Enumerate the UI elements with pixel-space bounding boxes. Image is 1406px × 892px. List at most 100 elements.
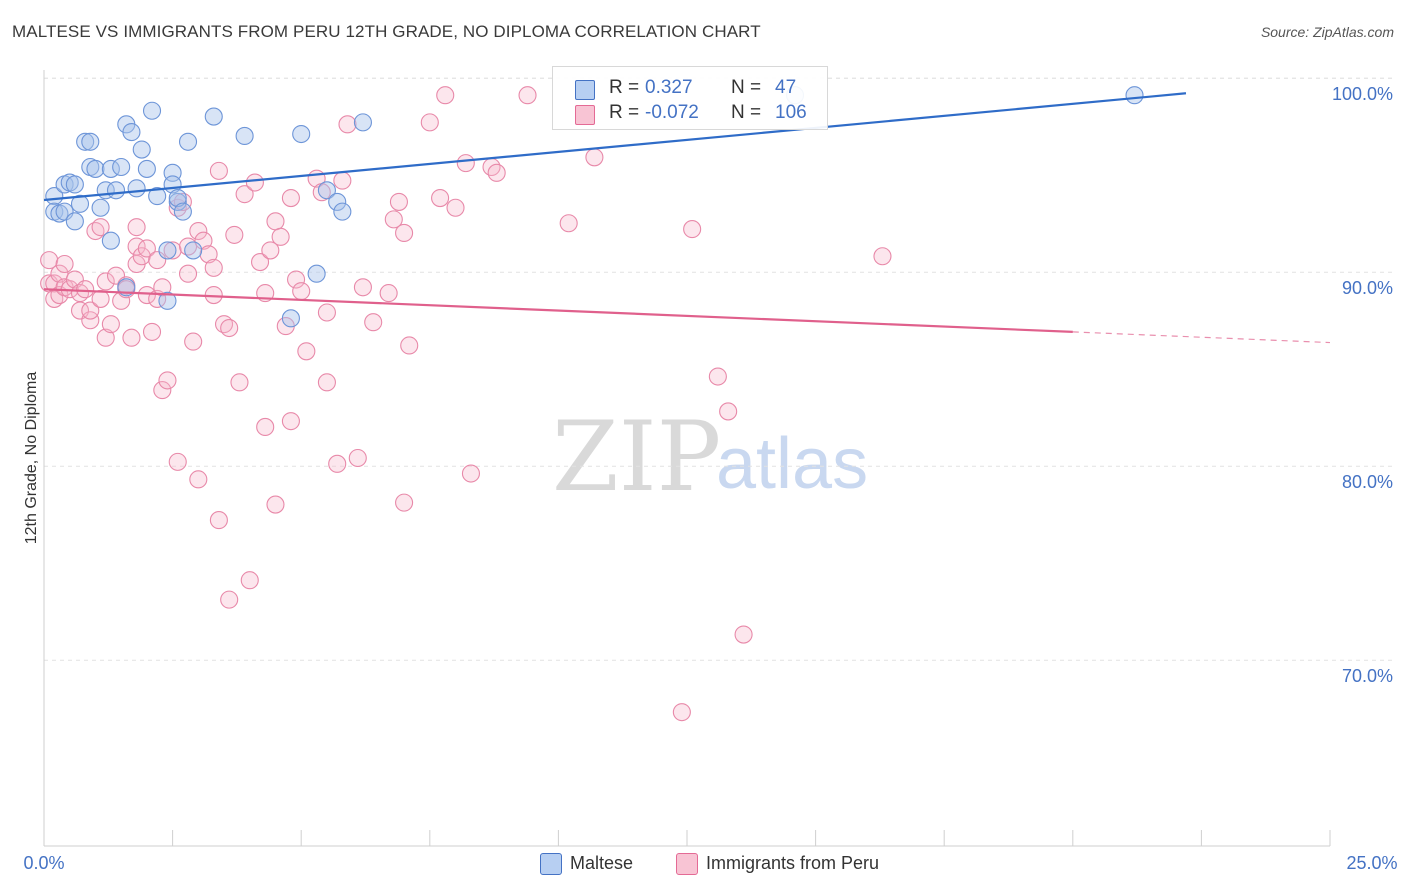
data-point (487, 163, 506, 182)
data-point (76, 132, 95, 151)
data-point (158, 371, 177, 390)
trend-lines (43, 92, 1331, 344)
data-point (683, 220, 702, 239)
data-point (220, 318, 239, 338)
data-point (199, 245, 218, 264)
data-point (256, 417, 275, 437)
data-point (178, 132, 198, 151)
source-label: Source: ZipAtlas.com (1260, 24, 1394, 40)
data-point (245, 173, 264, 192)
data-point (184, 332, 203, 351)
data-point (137, 159, 156, 178)
data-point (384, 210, 403, 229)
data-point (353, 278, 372, 297)
trend-line-peru (43, 288, 1073, 333)
data-point (395, 223, 414, 243)
data-point (225, 225, 244, 244)
data-point (307, 264, 326, 283)
data-point (734, 625, 753, 644)
data-point (436, 86, 455, 105)
data-point (389, 192, 408, 211)
data-point (106, 181, 126, 200)
legend-swatch-peru (676, 853, 698, 875)
watermark-zip: ZIP (552, 401, 721, 513)
data-point (461, 464, 481, 483)
data-point (163, 241, 182, 260)
data-point (168, 188, 187, 208)
trend-line-peru-extension (1072, 331, 1331, 344)
stats-legend: R = 0.327 N = 47 R = -0.072 N = 106 (552, 66, 828, 130)
data-point (45, 274, 64, 293)
data-point (184, 241, 203, 260)
data-point (142, 101, 162, 120)
data-point (127, 218, 146, 237)
data-point (96, 328, 115, 347)
data-point (153, 278, 172, 297)
data-point (112, 157, 131, 177)
data-point (708, 367, 727, 386)
data-point (348, 448, 367, 468)
data-point (518, 86, 537, 105)
legend-n-value: 106 (775, 102, 807, 123)
legend-r-value: 0.327 (645, 77, 693, 98)
data-point (148, 187, 167, 206)
data-point (122, 328, 141, 347)
data-point (250, 253, 270, 272)
data-point (91, 289, 110, 308)
data-point (178, 264, 198, 283)
data-point (559, 214, 578, 233)
series-immigrants-from-peru (40, 86, 892, 722)
data-point (266, 495, 285, 514)
chart-title: MALTESE VS IMMIGRANTS FROM PERU 12TH GRA… (12, 22, 761, 41)
data-point (281, 309, 300, 328)
data-point (91, 218, 110, 237)
data-point (281, 188, 300, 208)
data-point (50, 264, 69, 283)
data-point (317, 373, 336, 392)
data-point (873, 247, 892, 266)
y-tick-label: 70.0% (1342, 666, 1393, 686)
x-tick-label-min: 0.0% (23, 853, 64, 873)
data-point (297, 342, 316, 361)
data-point (230, 373, 249, 392)
data-point (70, 194, 90, 213)
data-point (317, 303, 336, 322)
data-point (132, 140, 151, 159)
data-point (127, 179, 146, 198)
data-point (333, 202, 352, 221)
data-point (353, 113, 372, 132)
data-point (137, 239, 156, 258)
data-point (189, 470, 208, 489)
data-point (287, 270, 306, 289)
data-point (168, 192, 187, 211)
data-point (317, 181, 336, 200)
data-point (189, 221, 208, 241)
data-point (55, 254, 74, 274)
data-point (137, 285, 156, 305)
data-point (101, 315, 120, 334)
data-point (204, 258, 223, 277)
data-point (420, 113, 439, 132)
data-point (235, 185, 254, 204)
data-point (240, 571, 259, 590)
legend-n-label: N = (731, 102, 762, 123)
x-tick-label-max: 25.0% (1346, 853, 1397, 873)
data-point (209, 511, 228, 530)
series-legend: Maltese Immigrants from Peru (0, 852, 1406, 878)
data-point (76, 280, 95, 299)
legend-r-label: R = (609, 102, 640, 123)
data-point (271, 227, 290, 246)
data-point (585, 148, 604, 167)
data-point (446, 198, 465, 217)
data-point (292, 282, 311, 301)
data-point (101, 231, 120, 250)
data-point (158, 291, 177, 310)
data-point (96, 272, 115, 291)
legend-label-peru: Immigrants from Peru (706, 853, 880, 873)
y-tick-label: 100.0% (1332, 84, 1393, 104)
legend-n-label: N = (731, 77, 762, 98)
data-point (173, 202, 192, 221)
data-point (81, 311, 100, 330)
legend-label-maltese: Maltese (570, 853, 634, 873)
